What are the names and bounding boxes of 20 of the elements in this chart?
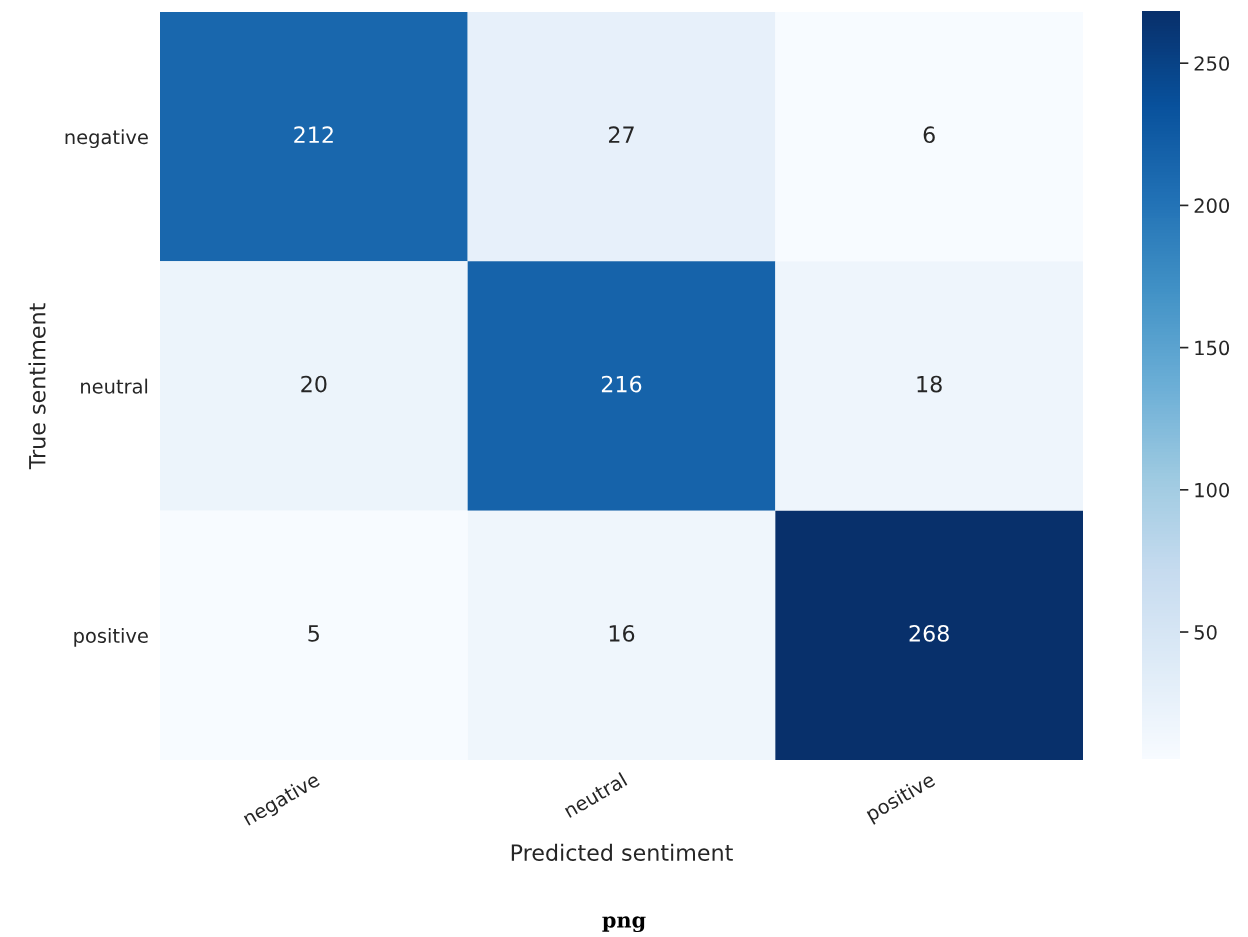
- data-label: 5: [308, 625, 319, 642]
- y-tick-label: neutral: [81, 378, 148, 394]
- color-bar-label: 50: [1194, 624, 1217, 640]
- x-axis-title: Predicted sentiment: [511, 843, 733, 862]
- color-bar-label: 250: [1194, 56, 1230, 71]
- y-axis-title: True sentiment: [28, 303, 46, 470]
- data-label: 18: [917, 375, 942, 393]
- data-label: 27: [608, 126, 634, 143]
- text: png: [602, 916, 646, 933]
- data-label: 20: [301, 375, 327, 393]
- y-tick-label: positive: [74, 627, 148, 647]
- data-label: 216: [601, 375, 642, 393]
- color-bar-label: 200: [1194, 198, 1230, 214]
- data-label: 16: [609, 624, 635, 642]
- data-label: 268: [909, 624, 949, 642]
- y-tick-label: negative: [65, 129, 148, 149]
- color-bar-label: 150: [1195, 340, 1230, 356]
- color-bar-label: 100: [1195, 482, 1230, 498]
- data-label: 6: [923, 126, 935, 144]
- data-label: 212: [294, 126, 333, 143]
